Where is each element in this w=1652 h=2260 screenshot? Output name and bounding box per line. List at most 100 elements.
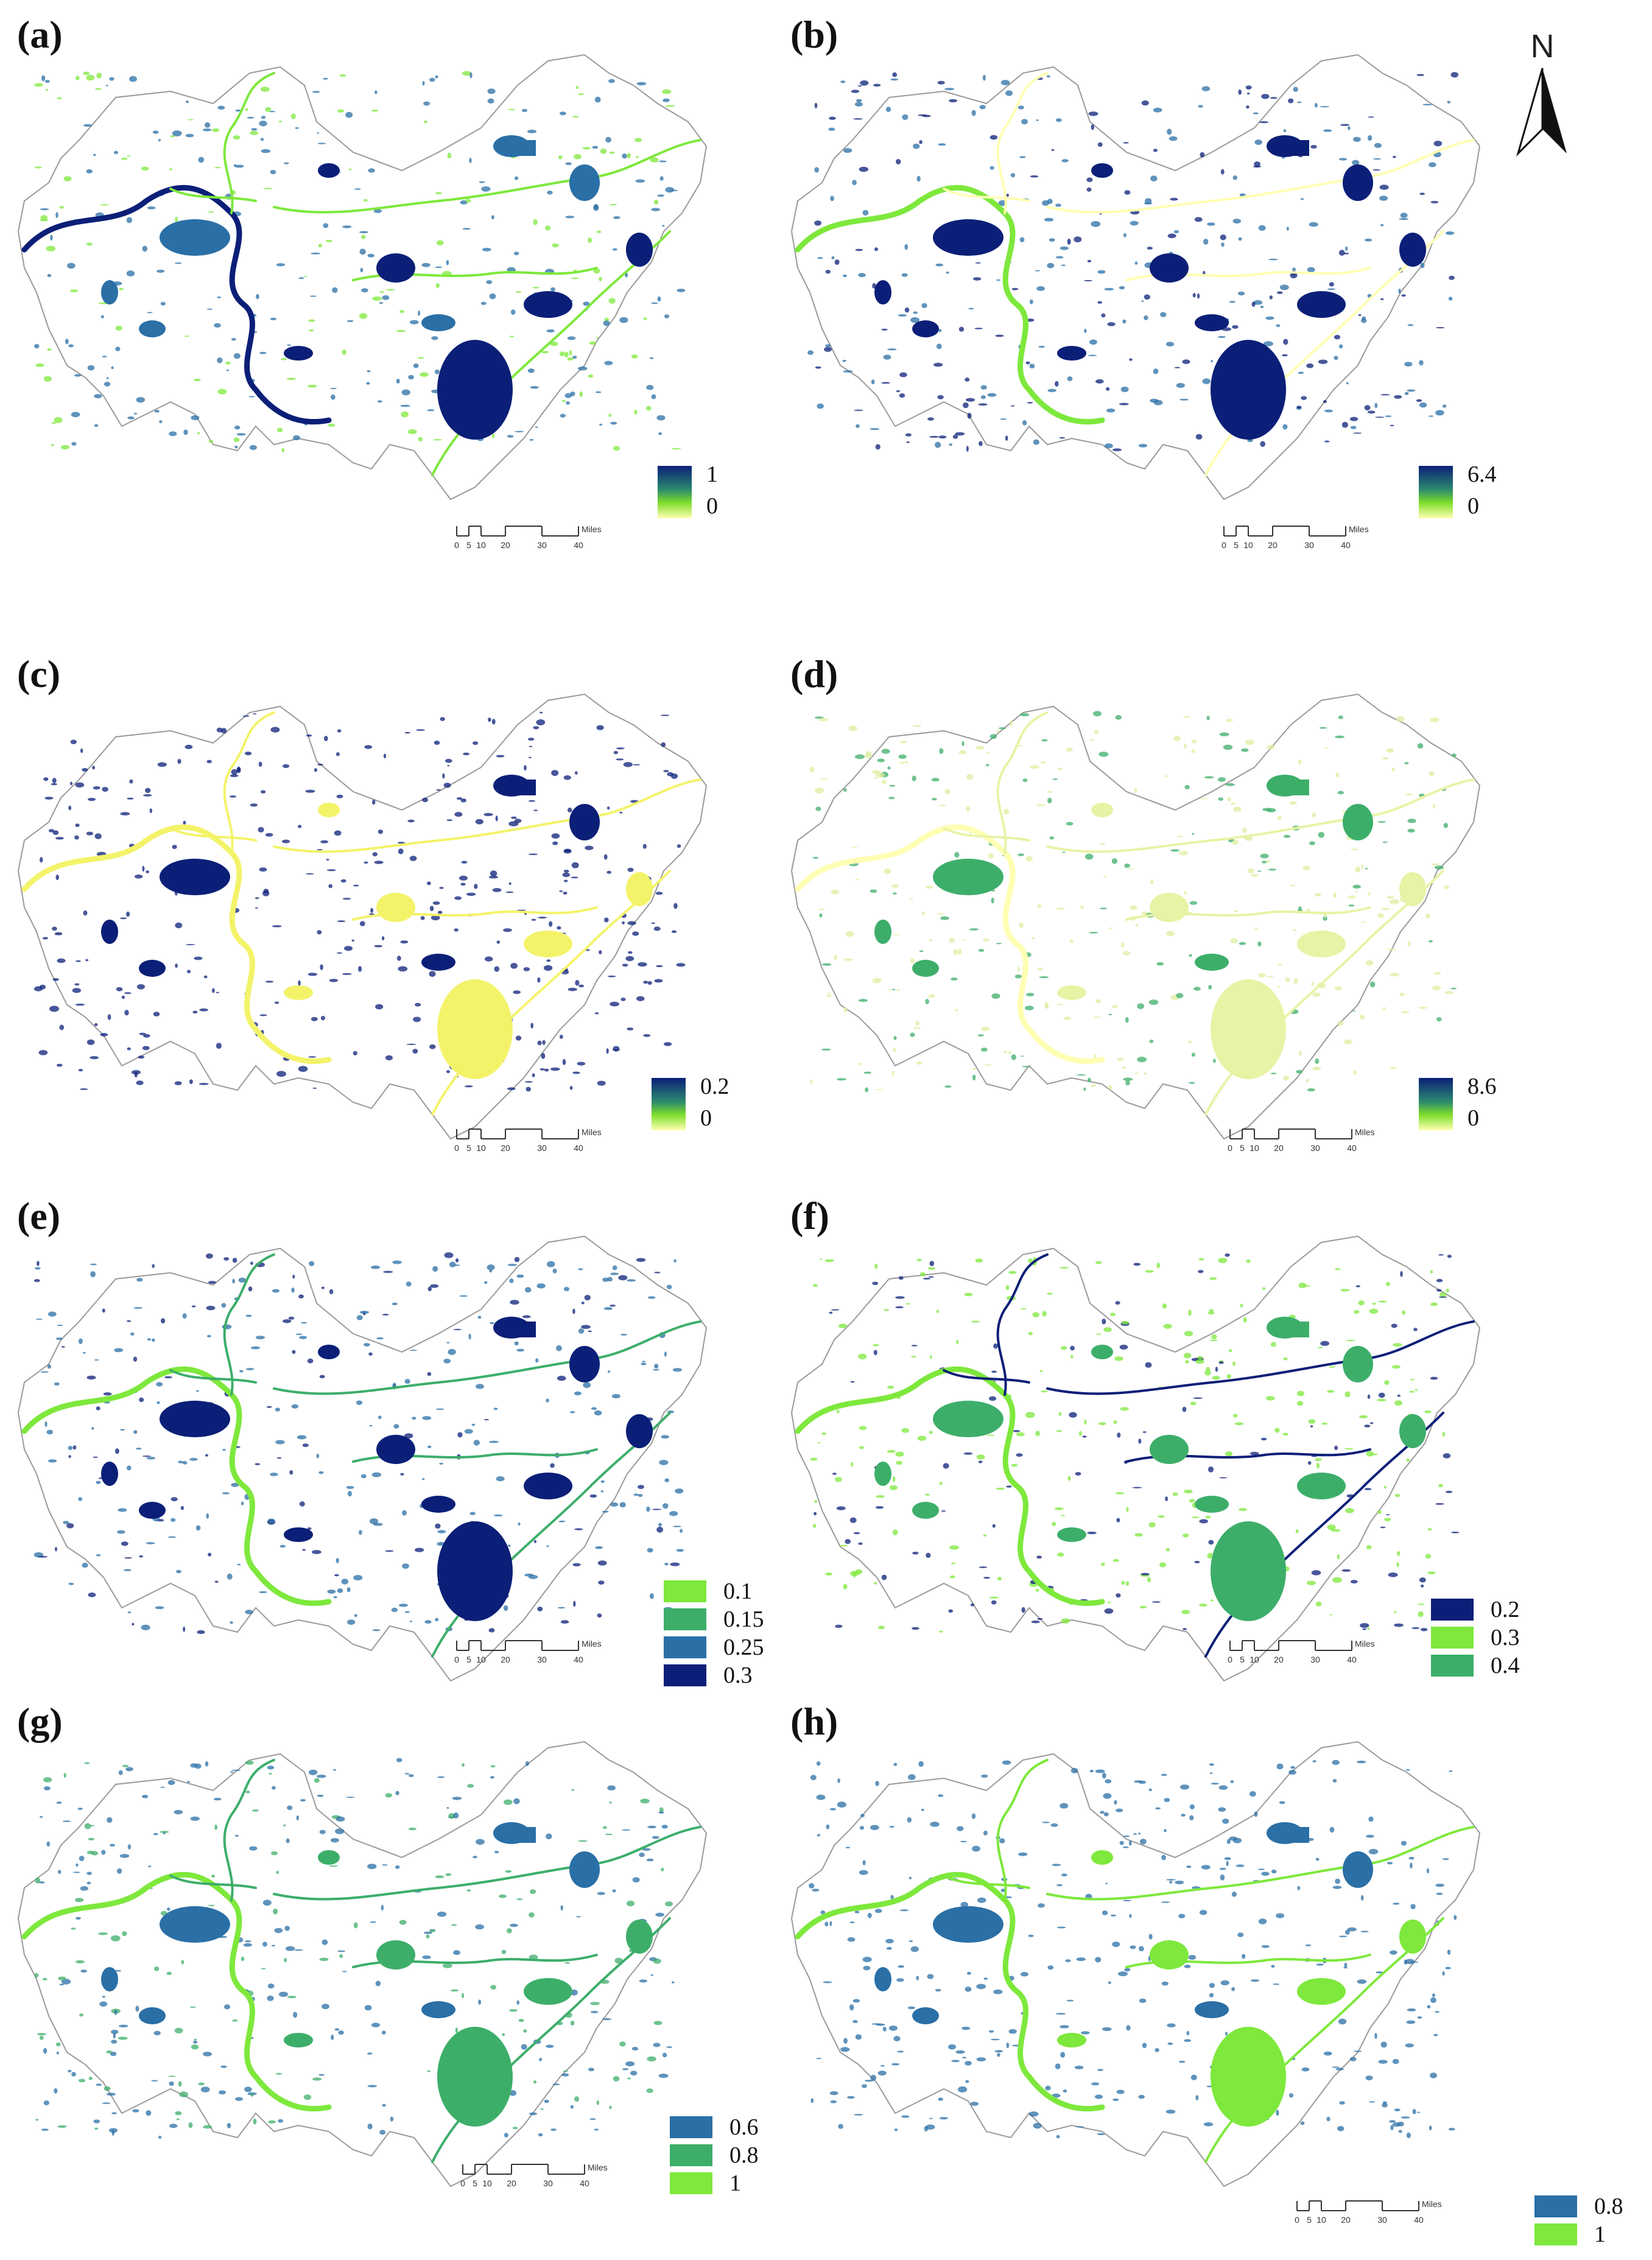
land-patch [527, 368, 535, 373]
land-patch [574, 771, 578, 775]
legend: 6.4 0 [1419, 462, 1497, 519]
land-patch [353, 1051, 357, 1055]
land-patch [455, 2027, 459, 2033]
rectangular-reservoir [1278, 780, 1309, 795]
land-patch [574, 2096, 580, 2102]
land-patch [156, 269, 165, 273]
scale-bar: 0 5 10 20 30 40 Miles [457, 2162, 652, 2192]
land-patch [1298, 759, 1302, 765]
land-patch [80, 1886, 88, 1891]
land-patch [86, 1850, 94, 1854]
land-patch [1030, 175, 1039, 178]
land-patch [1189, 1804, 1195, 1809]
land-patch [891, 884, 899, 889]
land-patch [1359, 1015, 1365, 1020]
land-patch [121, 1541, 128, 1546]
land-patch [1397, 1551, 1401, 1557]
land-patch [1111, 858, 1118, 864]
land-patch [1283, 1357, 1288, 1361]
land-patch [1185, 1360, 1189, 1364]
legend: 0.2 0 [652, 1074, 729, 1132]
water-body [1343, 804, 1373, 840]
land-patch [185, 100, 189, 104]
river [943, 188, 1030, 202]
land-patch [892, 892, 897, 895]
land-patch [876, 2023, 885, 2026]
land-patch [1401, 1011, 1410, 1014]
land-patch [203, 2125, 213, 2129]
land-patch [1380, 394, 1390, 396]
land-patch [1165, 775, 1168, 778]
land-patch [407, 819, 415, 823]
land-patch [828, 127, 835, 131]
land-patch [1407, 324, 1414, 326]
land-patch [1446, 1289, 1449, 1293]
land-patch [966, 773, 974, 780]
land-patch [1407, 940, 1411, 947]
land-patch [529, 1954, 538, 1960]
land-patch [37, 1261, 40, 1266]
land-patch [106, 377, 109, 379]
land-patch [514, 1341, 519, 1346]
land-patch [927, 1267, 936, 1270]
river [943, 1875, 1030, 1889]
land-patch [533, 2080, 537, 2084]
land-patch [1405, 1769, 1411, 1771]
land-patch [563, 870, 569, 873]
land-patch [169, 2081, 174, 2086]
land-patch [661, 1825, 668, 1829]
land-patch [308, 1056, 317, 1058]
land-patch [342, 1971, 347, 1973]
land-patch [279, 1544, 286, 1548]
land-patch [960, 1901, 968, 1908]
land-patch [382, 295, 390, 300]
land-patch [597, 1892, 605, 1895]
land-patch [1421, 1584, 1424, 1588]
land-patch [1419, 1577, 1426, 1583]
land-patch [460, 200, 468, 205]
river [273, 778, 701, 853]
land-patch [311, 252, 321, 255]
water-body [1150, 253, 1189, 283]
land-patch [401, 389, 410, 396]
land-patch [1005, 1285, 1010, 1290]
land-patch [1021, 1055, 1024, 1057]
rectangular-reservoir [1278, 1322, 1309, 1337]
land-patch [568, 808, 572, 813]
land-patch [544, 2099, 549, 2103]
land-patch [886, 1947, 892, 1950]
land-patch [1184, 784, 1190, 790]
land-patch [1355, 866, 1360, 873]
land-patch [893, 2036, 901, 2041]
land-patch [562, 1058, 566, 1065]
legend-item: 0.6 [670, 2113, 759, 2141]
scale-bar-line [456, 526, 579, 537]
land-patch [849, 2004, 854, 2011]
land-patch [939, 2117, 948, 2120]
land-patch [1429, 2125, 1432, 2131]
water-body [1057, 346, 1086, 361]
land-patch [1377, 1510, 1382, 1515]
land-patch [902, 114, 909, 120]
land-patch [59, 1024, 65, 1030]
water-body [1211, 2027, 1286, 2127]
land-patch [832, 1473, 837, 1475]
land-patch [1103, 1327, 1112, 1332]
land-patch [450, 1989, 459, 1992]
land-patch [1323, 2051, 1332, 2056]
land-patch [1360, 921, 1367, 923]
land-patch [939, 748, 944, 755]
land-patch [275, 1440, 285, 1445]
land-patch [38, 1555, 48, 1558]
land-patch [1315, 1857, 1320, 1861]
land-patch [1245, 85, 1252, 90]
land-patch [1358, 314, 1362, 316]
land-patch [1323, 400, 1327, 403]
scale-tick-label: 20 [1341, 2215, 1351, 2225]
land-patch [221, 1303, 227, 1308]
land-patch [299, 1336, 308, 1339]
scale-tick-label: 0 [1295, 2215, 1299, 2225]
land-patch [1063, 2089, 1067, 2093]
land-patch [873, 83, 881, 87]
land-patch [1346, 1340, 1355, 1342]
